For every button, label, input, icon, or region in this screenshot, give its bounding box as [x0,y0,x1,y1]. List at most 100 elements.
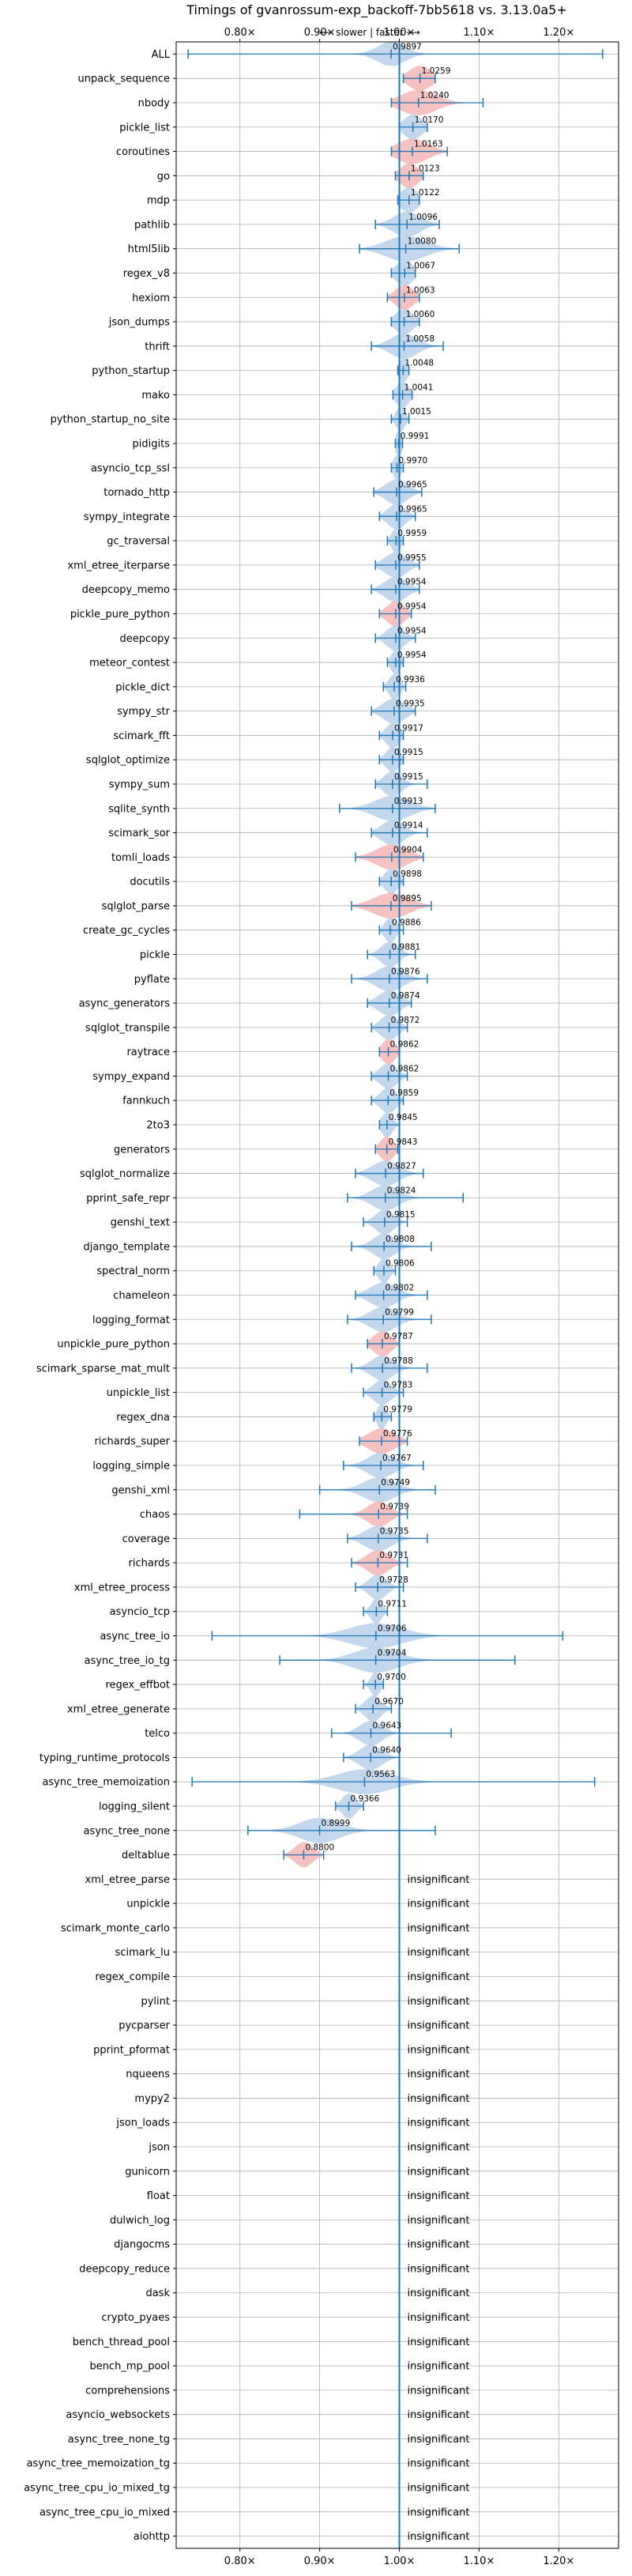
benchmark-label: sqlglot_transpile [85,1022,170,1034]
benchmark-label: bench_thread_pool [73,2337,170,2348]
insignificant-label: insignificant [408,2215,470,2227]
insignificant-label: insignificant [408,2287,470,2299]
value-label: 0.9915 [394,772,423,782]
benchmark-label: coroutines [116,146,170,158]
benchmark-label: regex_v8 [123,268,170,280]
value-label: 0.9845 [389,1113,418,1122]
benchmark-label: xml_etree_parse [85,1874,170,1886]
x-tick-label-bottom: 0.90× [304,2555,336,2567]
benchmark-label: async_tree_io [100,1631,170,1643]
insignificant-label: insignificant [408,2458,470,2470]
benchmark-label: telco [145,1728,170,1740]
axis-layer: 0.80× 0.80× 0.90× 0.90× 1.00× 1.00× 1.10× 1.10×… [24,27,619,2567]
benchmark-label: crypto_pyaes [101,2312,170,2324]
value-label: 0.9788 [384,1356,413,1366]
benchmark-label: djangocms [114,2239,170,2251]
chart-title: Timings of gvanrossum-exp_backoff-7bb561… [186,2,567,18]
insignificant-label: insignificant [408,2044,470,2056]
benchmark-label: comprehensions [85,2385,170,2397]
insignificant-label: insignificant [408,2361,470,2373]
value-label: 0.9640 [372,1745,401,1755]
benchmark-label: thrift [145,341,170,353]
benchmark-label: unpack_sequence [77,74,170,85]
value-label: 0.9731 [379,1551,408,1560]
value-label: 0.9859 [389,1088,419,1098]
benchmark-label: go [157,171,170,183]
value-label: 0.8999 [322,1819,351,1828]
value-label: 0.9881 [392,942,421,952]
benchmark-label: xml_etree_iterparse [67,560,170,571]
value-label: 1.0060 [406,310,435,319]
benchmark-label: sqlite_synth [108,803,170,815]
value-label: 1.0067 [406,261,435,270]
value-label: 0.9670 [374,1697,404,1707]
benchmark-label: scimark_sparse_mat_mult [36,1363,170,1375]
value-label: 0.9643 [373,1722,402,1731]
insignificant-label: insignificant [408,2118,470,2129]
benchmark-label: nbody [138,97,171,109]
value-label: 0.9728 [379,1575,408,1585]
benchmark-label: django_template [84,1241,170,1253]
value-label: 0.9767 [382,1454,412,1463]
benchmark-label: unpickle_pure_python [57,1339,170,1351]
benchmark-label: html5lib [128,243,170,255]
benchmark-label: json_dumps [108,317,170,329]
benchmark-label: pickle [140,949,170,961]
direction-label: ⟵ slower | faster ⟶ [319,27,420,38]
benchmark-label: regex_dna [116,1412,170,1424]
benchmark-label: logging_format [92,1314,170,1326]
value-label: 1.0015 [402,407,431,417]
value-label: 0.9806 [386,1259,415,1269]
benchmark-label: mdp [147,195,170,207]
value-label: 0.9827 [387,1162,416,1171]
value-label: 1.0259 [422,66,451,76]
benchmark-label: sympy_sum [109,779,170,790]
benchmark-label: async_tree_io_tg [85,1655,170,1667]
x-tick-label-top: 1.10× [464,27,495,39]
value-label: 0.9874 [391,991,420,1001]
value-label: 1.0163 [414,140,443,149]
benchmark-label: docutils [130,877,170,888]
benchmark-label: tomli_loads [111,852,170,864]
benchmark-label: logging_silent [99,1801,170,1813]
benchmark-label: xml_etree_process [74,1582,170,1593]
value-label: 0.9935 [396,700,425,709]
value-label: 1.0122 [411,188,440,198]
benchmark-label: genshi_text [111,1217,170,1229]
benchmark-label: chaos [140,1509,170,1521]
insignificant-label: insignificant [408,2093,470,2105]
benchmark-label: python_startup [92,365,170,377]
x-tick-label-top: 0.80× [224,27,256,39]
benchmark-label: async_tree_none [84,1825,170,1837]
value-label: 0.9808 [386,1235,415,1244]
value-label: 0.9886 [392,918,421,928]
benchmark-label: async_tree_none_tg [68,2434,170,2446]
value-label: 1.0041 [404,383,434,392]
value-label: 0.9936 [396,675,425,685]
violin-layer [187,42,604,1868]
benchmark-label: asyncio_tcp [110,1606,170,1618]
benchmark-label: unpickle_list [107,1387,170,1399]
insignificant-label: insignificant [408,2312,470,2324]
benchmark-label: pprint_pformat [93,2044,170,2056]
value-label: 0.9366 [351,1794,380,1804]
benchmark-label: regex_effbot [105,1680,170,1692]
benchmark-label: typing_runtime_protocols [40,1752,170,1764]
benchmark-label: sqlglot_normalize [80,1168,170,1180]
insignificant-label: insignificant [408,2069,470,2080]
benchmark-label: sqlglot_parse [102,900,170,912]
benchmark-label: async_generators [79,998,171,1010]
benchmark-label: nqueens [126,2069,170,2080]
benchmark-label: regex_compile [95,1971,170,1983]
benchmark-label: spectral_norm [96,1265,170,1277]
benchmark-label: scimark_monte_carlo [61,1922,170,1934]
insignificant-label: insignificant [408,2531,470,2543]
value-label: 1.0048 [404,359,434,368]
value-label: 0.9799 [385,1307,414,1317]
x-tick-label-top: 1.00× [384,27,416,39]
benchmark-label: sympy_expand [92,1071,170,1083]
benchmark-label: raytrace [126,1047,170,1058]
value-label: 0.9704 [378,1648,407,1658]
benchmark-label: json [148,2142,170,2154]
